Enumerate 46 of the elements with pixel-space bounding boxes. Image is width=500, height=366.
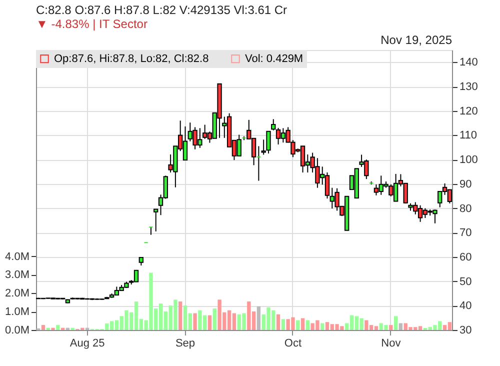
y2-tick-label: 0.0M — [5, 324, 30, 336]
bar — [300, 318, 305, 330]
bar — [208, 315, 212, 330]
y-tick-label: 30 — [460, 324, 472, 336]
x-tick-label: Nov — [381, 338, 402, 350]
chart-subtitle: ▼ -4.83% | IT Sector — [36, 17, 148, 31]
y-tick-label: 40 — [460, 300, 472, 312]
y-tick-label: 60 — [460, 251, 472, 264]
candlestick — [261, 139, 266, 156]
bar — [389, 325, 393, 330]
bar — [281, 319, 286, 330]
bar — [306, 320, 310, 330]
y2-tick-label: 1.0M — [5, 306, 30, 318]
legend-label: Op:87.6, Hi:87.8, Lo:82, Cl:82.8 — [54, 52, 209, 65]
bar — [398, 323, 403, 330]
bar — [296, 320, 300, 330]
y2-tick-label: 2.0M — [5, 288, 30, 300]
x-tick-label: Aug 25 — [70, 338, 105, 350]
bar — [178, 301, 182, 330]
y2-tick-label: 3.0M — [5, 269, 30, 282]
bar — [41, 325, 46, 330]
bar — [212, 308, 216, 330]
y-tick-label: 50 — [460, 276, 472, 288]
chart-title: C:82.8 O:87.6 H:87.8 L:82 V:429135 Vl:3.61 Cr — [36, 3, 288, 17]
y-tick-label: 120 — [460, 105, 478, 118]
candlestick — [271, 118, 276, 131]
y-tick-label: 140 — [460, 56, 478, 69]
candlestick — [266, 130, 271, 154]
y-tick-label: 100 — [460, 154, 478, 166]
bar — [56, 325, 60, 330]
y-tick-label: 70 — [460, 227, 472, 240]
y-tick-label: 110 — [460, 130, 478, 142]
text: Nov 19, 2025 — [380, 33, 452, 47]
y-tick-label: 90 — [460, 178, 472, 190]
legend-label: Vol: 0.429M — [245, 52, 304, 65]
x-tick-label: Oct — [284, 338, 302, 350]
y-tick-label: 80 — [460, 202, 472, 215]
bar — [394, 316, 398, 330]
bar — [320, 323, 324, 330]
y2-tick-label: 4.0M — [5, 250, 30, 263]
bar — [276, 314, 280, 330]
bar — [193, 313, 197, 330]
bar — [256, 306, 261, 330]
x-tick-label: Sep — [175, 338, 196, 350]
y-tick-label: 130 — [460, 81, 478, 94]
candlestick — [154, 208, 158, 232]
